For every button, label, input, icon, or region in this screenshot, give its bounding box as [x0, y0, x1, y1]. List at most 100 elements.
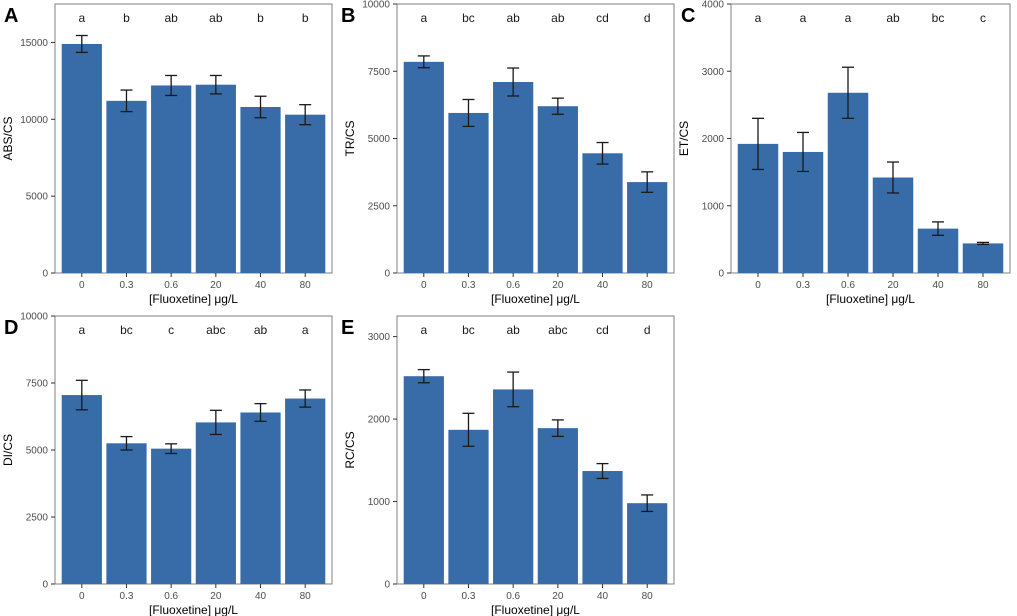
bar — [285, 398, 326, 584]
error-bar — [299, 104, 312, 126]
x-axis-title: [Fluoxetine] μg/L — [491, 603, 580, 616]
bar — [448, 112, 489, 273]
significance-letter: cd — [596, 11, 609, 25]
error-bar — [299, 389, 312, 408]
significance-letter: ab — [209, 11, 223, 25]
y-tick-label: 10000 — [362, 0, 390, 11]
error-bar — [254, 95, 267, 119]
x-axis-title: [Fluoxetine] μg/L — [826, 292, 915, 306]
significance-letter: ab — [254, 323, 268, 337]
y-tick-label: 7500 — [26, 379, 49, 390]
panel-letter: D — [4, 317, 18, 339]
bar — [285, 114, 326, 273]
x-tick-label: 40 — [255, 591, 267, 602]
significance-letter: cd — [596, 323, 609, 337]
bar — [493, 82, 534, 273]
significance-letter: c — [980, 11, 986, 25]
bar — [448, 429, 489, 584]
x-tick-label: 20 — [887, 280, 899, 291]
y-tick-label: 15000 — [20, 38, 48, 49]
y-tick-label: 5000 — [26, 446, 49, 457]
x-tick-label: 20 — [210, 591, 222, 602]
significance-letter: b — [123, 11, 130, 25]
bar — [403, 376, 444, 584]
significance-letter: ab — [164, 11, 178, 25]
significance-letter: d — [644, 323, 651, 337]
y-tick-label: 3000 — [368, 332, 391, 343]
y-tick-label: 0 — [384, 269, 390, 280]
panel-letter: E — [341, 317, 354, 339]
x-tick-label: 0 — [79, 591, 85, 602]
error-bar — [120, 89, 133, 113]
significance-letter: a — [800, 11, 807, 25]
x-tick-label: 0.6 — [506, 280, 520, 291]
x-tick-label: 80 — [642, 280, 654, 291]
error-bar — [641, 494, 654, 513]
significance-letter: b — [257, 11, 264, 25]
error-bar — [932, 221, 944, 236]
y-axis-title: DI/CS — [1, 434, 15, 466]
y-tick-label: 10000 — [20, 312, 48, 323]
x-tick-label: 80 — [977, 280, 989, 291]
y-tick-label: 1000 — [702, 201, 725, 212]
y-tick-label: 0 — [42, 580, 48, 591]
bar — [782, 151, 824, 273]
significance-letter: ab — [551, 11, 565, 25]
significance-letter: bc — [462, 323, 475, 337]
plot-frame — [396, 315, 675, 585]
error-bar — [75, 34, 88, 54]
significance-letter: a — [420, 11, 427, 25]
x-tick-label: 80 — [300, 591, 312, 602]
bar — [962, 243, 1004, 273]
bar — [627, 182, 668, 273]
bar — [151, 85, 192, 274]
significance-letter: ab — [886, 11, 900, 25]
error-bar — [120, 435, 133, 451]
significance-letter: bc — [120, 323, 133, 337]
plot-frame — [54, 3, 333, 274]
y-tick-label: 0 — [42, 269, 48, 280]
significance-letter: d — [644, 11, 651, 25]
error-bar — [462, 98, 475, 128]
significance-letter: a — [302, 323, 309, 337]
error-bar — [417, 55, 430, 69]
y-axis-title: ET/CS — [677, 121, 691, 156]
bar — [582, 153, 623, 273]
y-tick-label: 2000 — [702, 134, 725, 145]
bar — [493, 389, 534, 584]
panel-letter: B — [341, 5, 355, 27]
significance-letter: bc — [932, 11, 945, 25]
significance-letter: a — [845, 11, 852, 25]
y-tick-label: 2500 — [368, 201, 391, 212]
x-tick-label: 0.3 — [462, 280, 476, 291]
y-tick-label: 5000 — [26, 192, 49, 203]
error-bar — [551, 97, 564, 115]
chart-panel-e: E 0 1000 2000 3000 0 a 0.3 bc 0.6 ab 20 abc 40 cd 80 d [F… — [341, 315, 675, 616]
error-bar — [641, 171, 654, 193]
significance-letter: c — [168, 323, 174, 337]
y-tick-label: 2500 — [26, 513, 49, 524]
error-bar — [165, 74, 178, 97]
chart-panel-d: D 0 2500 5000 7500 10000 0 a 0.3 bc 0.6 c 20 abc 40 ab 8… — [1, 312, 333, 616]
bar — [195, 422, 236, 584]
significance-letter: a — [755, 11, 762, 25]
bar — [827, 92, 869, 274]
bar — [61, 43, 102, 273]
bar — [403, 61, 444, 274]
bar — [151, 448, 192, 584]
x-tick-label: 40 — [597, 591, 609, 602]
y-axis-title: RC/CS — [343, 431, 357, 468]
y-tick-label: 2000 — [368, 415, 391, 426]
error-bar — [977, 241, 989, 246]
bar — [917, 228, 959, 273]
error-bar — [797, 131, 809, 173]
significance-letter: abc — [206, 323, 225, 337]
bar — [582, 471, 623, 584]
chart-panel-b: B 0 2500 5000 7500 10000 0 a 0.3 bc 0.6 ab 20 ab 40 cd 8… — [341, 0, 675, 306]
significance-letter: a — [420, 323, 427, 337]
error-bar — [507, 371, 520, 408]
x-tick-label: 0 — [421, 280, 427, 291]
y-tick-label: 3000 — [702, 67, 725, 78]
x-tick-label: 40 — [932, 280, 944, 291]
